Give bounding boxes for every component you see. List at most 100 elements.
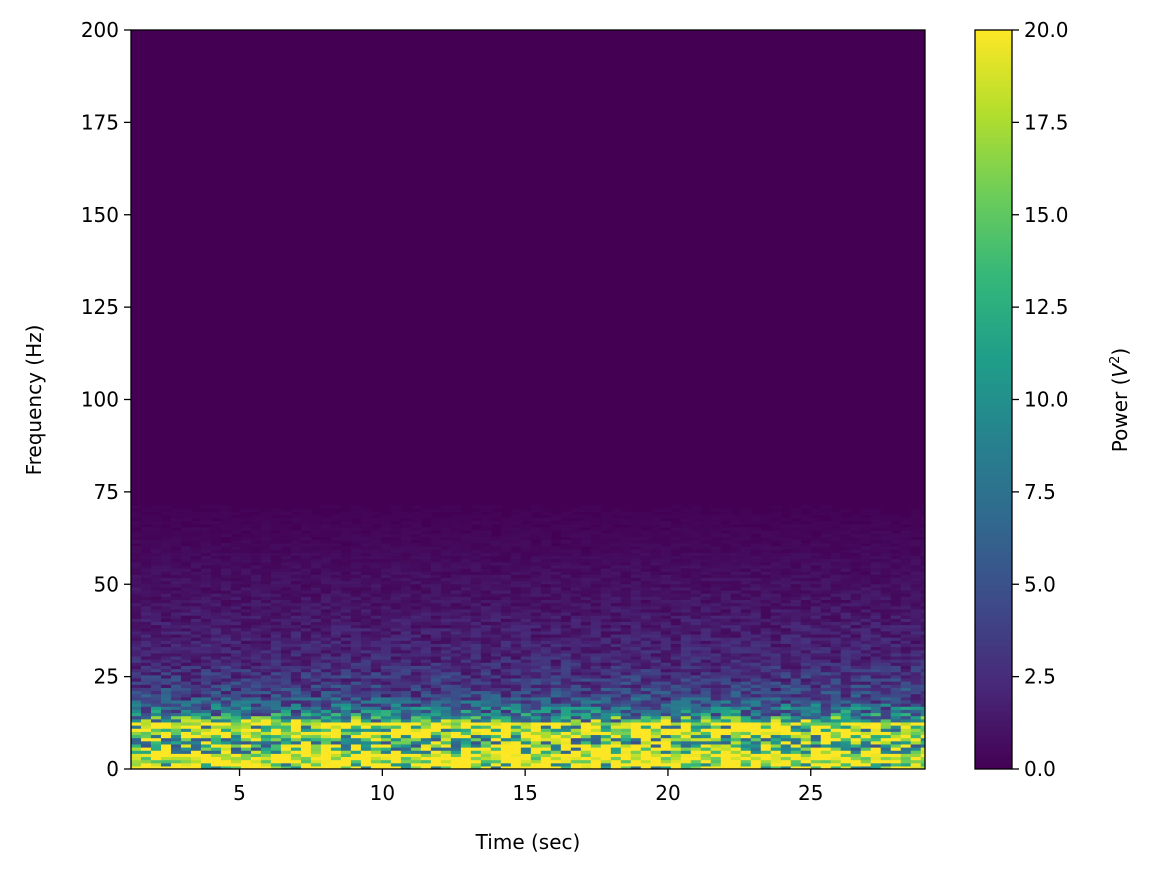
spectrogram-cell <box>570 718 582 723</box>
spectrogram-cell <box>460 725 472 729</box>
spectrogram-cell <box>550 725 562 729</box>
spectrogram-cell <box>580 734 592 739</box>
spectrogram-cell <box>800 743 812 748</box>
spectrogram-cell <box>590 740 602 745</box>
spectrogram-cell <box>590 706 602 710</box>
spectrogram-cell <box>870 699 882 704</box>
spectrogram-cell <box>620 734 632 739</box>
spectrogram-cell <box>710 756 722 761</box>
spectrogram-cell <box>580 706 592 710</box>
spectrogram-cell <box>880 753 892 758</box>
spectrogram-cell <box>730 699 742 704</box>
spectrogram-cell <box>690 709 702 714</box>
spectrogram-cell <box>440 759 452 764</box>
spectrogram-cell <box>540 734 552 739</box>
spectrogram-cell <box>470 734 482 739</box>
spectrogram-cell <box>280 725 292 729</box>
spectrogram-cell <box>850 731 862 736</box>
spectrogram-cell <box>610 712 622 717</box>
spectrogram-cell <box>620 756 632 761</box>
spectrogram-cell <box>170 703 182 707</box>
spectrogram-cell <box>220 762 232 767</box>
spectrogram-cell <box>450 709 462 714</box>
spectrogram-cell <box>840 706 852 710</box>
spectrogram-cell <box>830 728 842 732</box>
spectrogram-cell <box>890 743 902 748</box>
spectrogram-cell <box>670 696 682 701</box>
spectrogram-cell <box>470 753 482 758</box>
spectrogram-cell <box>730 762 742 767</box>
spectrogram-cell <box>790 740 802 745</box>
spectrogram-cell <box>860 725 872 729</box>
spectrogram-cell <box>210 715 222 720</box>
spectrogram-cell <box>300 721 312 726</box>
spectrogram-cell <box>850 756 862 761</box>
spectrogram-cell <box>280 709 292 714</box>
spectrogram-cell <box>720 706 732 710</box>
spectrogram-cell <box>380 693 392 698</box>
spectrogram-cell <box>470 731 482 736</box>
spectrogram-cell <box>870 709 882 714</box>
spectrogram-cell <box>131 740 142 745</box>
spectrogram-cell <box>910 753 922 758</box>
spectrogram-cell <box>270 762 282 767</box>
spectrogram-cell <box>470 756 482 761</box>
spectrogram-cell <box>890 740 902 745</box>
spectrogram-cell <box>720 709 732 714</box>
spectrogram-cell <box>230 734 242 739</box>
spectrogram-cell <box>180 699 192 704</box>
spectrogram-cell <box>300 753 312 758</box>
spectrogram-cell <box>410 725 422 729</box>
spectrogram-cell <box>830 699 842 704</box>
spectrogram-cell <box>400 696 412 701</box>
spectrogram-cell <box>360 728 372 732</box>
spectrogram-cell <box>640 699 652 704</box>
spectrogram-cell <box>320 747 332 751</box>
spectrogram-cell <box>840 709 852 714</box>
spectrogram-cell <box>660 712 672 717</box>
spectrogram-cell <box>700 740 712 745</box>
spectrogram-cell <box>510 762 522 767</box>
spectrogram-cell <box>350 759 362 764</box>
spectrogram-cell <box>210 765 222 769</box>
spectrogram-cell <box>920 699 925 704</box>
spectrogram-cell <box>710 750 722 754</box>
spectrogram-cell <box>460 753 472 758</box>
spectrogram-cell <box>380 718 392 723</box>
spectrogram-cell <box>530 718 542 723</box>
spectrogram-cell <box>780 747 792 751</box>
spectrogram-cell <box>470 703 482 707</box>
spectrogram-cell <box>310 731 322 736</box>
spectrogram-cell <box>310 747 322 751</box>
spectrogram-cell <box>380 721 392 726</box>
spectrogram-cell <box>530 712 542 717</box>
spectrogram-cell <box>360 765 372 769</box>
spectrogram-cell <box>450 737 462 742</box>
spectrogram-cell <box>240 756 252 761</box>
spectrogram-cell <box>141 699 152 704</box>
spectrogram-cell <box>680 728 692 732</box>
spectrogram-cell <box>570 699 582 704</box>
spectrogram-cell <box>650 765 662 769</box>
spectrogram-cell <box>750 756 762 761</box>
spectrogram-cell <box>270 703 282 707</box>
spectrogram-cell <box>780 703 792 707</box>
spectrogram-cell <box>360 721 372 726</box>
spectrogram-cell <box>630 737 642 742</box>
spectrogram-cell <box>580 753 592 758</box>
spectrogram-cell <box>220 756 232 761</box>
spectrogram-cell <box>220 699 232 704</box>
spectrogram-cell <box>870 703 882 707</box>
spectrogram-cell <box>710 718 722 723</box>
spectrogram-cell <box>480 731 492 736</box>
spectrogram-cell <box>250 759 262 764</box>
spectrogram-cell <box>320 756 332 761</box>
spectrogram-cell <box>500 721 512 726</box>
spectrogram-cell <box>880 737 892 742</box>
spectrogram-cell <box>260 728 272 732</box>
spectrogram-cell <box>750 737 762 742</box>
spectrogram-cell <box>840 696 852 701</box>
spectrogram-cell <box>830 759 842 764</box>
spectrogram-cell <box>910 750 922 754</box>
spectrogram-cell <box>440 696 452 701</box>
